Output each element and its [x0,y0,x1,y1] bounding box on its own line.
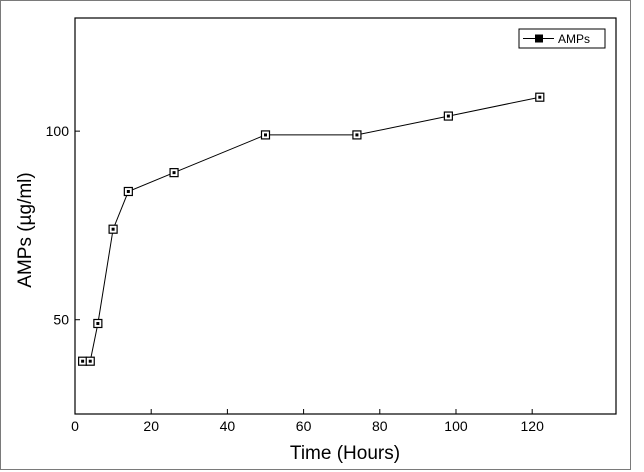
legend-label: AMPs [558,32,590,46]
x-tick-label: 120 [521,418,545,434]
data-point-center [96,321,100,325]
x-tick-label: 100 [444,418,468,434]
x-tick-label: 80 [372,418,388,434]
y-tick-label: 100 [46,123,70,139]
chart-frame: 0 20 40 60 80 100 120 50 100 Time (Hours) AMPs … [0,0,631,470]
data-point-center [111,227,115,231]
data-point-center [538,95,542,99]
y-axis-ticks: 50 100 [46,123,80,328]
x-axis-ticks: 0 20 40 60 80 100 120 [71,409,544,434]
x-tick-label: 40 [220,418,236,434]
plot-area [74,17,617,415]
chart-svg: 0 20 40 60 80 100 120 50 100 Time (Hours) AMPs … [15,17,617,464]
series-markers-amps [78,92,545,366]
y-axis-title: AMPs (µg/ml) [15,172,36,287]
data-point-center [355,133,359,137]
legend-box [518,28,606,49]
data-point-center [263,133,267,137]
data-point-center [88,359,92,363]
series-line-amps [82,96,540,362]
x-axis-title: Time (Hours) [290,443,400,464]
data-point-center [446,114,450,118]
data-point-center [81,359,85,363]
x-tick-label: 20 [143,418,159,434]
data-point-center [172,171,176,175]
x-tick-label: 60 [296,418,312,434]
legend-marker [535,34,543,43]
y-tick-label: 50 [53,312,69,328]
legend: AMPs [518,28,606,49]
data-point-center [126,189,130,193]
x-tick-label: 0 [71,418,79,434]
